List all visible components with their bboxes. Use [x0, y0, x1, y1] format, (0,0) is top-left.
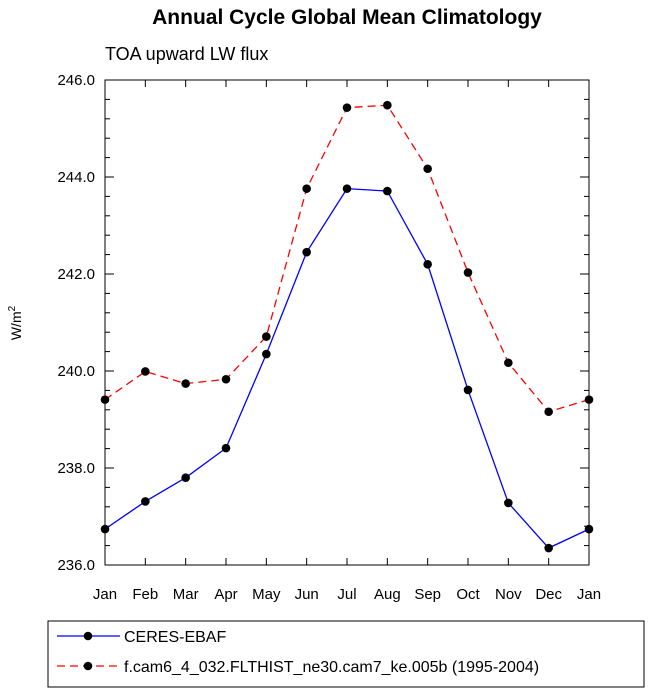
- x-tick-label: Apr: [214, 586, 237, 603]
- series-line: [104, 187, 590, 549]
- series-point: [302, 247, 311, 257]
- x-tick-label: Oct: [456, 586, 480, 603]
- x-tick-label: Dec: [535, 586, 562, 603]
- x-tick-label: Feb: [132, 586, 158, 603]
- legend-entries: CERES-EBAF f.cam6_4_032.FLTHIST_ne30.cam7…: [57, 629, 539, 676]
- series-point: [544, 407, 553, 417]
- series-point: [221, 374, 231, 384]
- series-point: [342, 103, 352, 112]
- series-point: [181, 473, 190, 483]
- x-tick-label: Jan: [93, 586, 117, 603]
- series-layer: [100, 100, 594, 553]
- x-tick-label: Aug: [374, 586, 401, 603]
- legend-label: f.cam6_4_032.FLTHIST_ne30.cam7_ke.005b (…: [124, 659, 539, 676]
- series-point: [141, 497, 150, 506]
- y-tick-label: 236.0: [57, 557, 95, 574]
- x-tick-label: Jan: [577, 586, 601, 603]
- series-line: [104, 104, 590, 413]
- legend-marker: [83, 661, 93, 671]
- x-tick-label: Jul: [337, 586, 356, 603]
- series-point: [544, 543, 553, 553]
- legend-marker: [83, 631, 93, 641]
- series-point: [221, 443, 231, 453]
- series-point: [463, 385, 473, 395]
- legend: CERES-EBAF f.cam6_4_032.FLTHIST_ne30.cam7…: [47, 620, 645, 688]
- x-tick-label: May: [252, 586, 281, 603]
- series-point: [262, 332, 271, 341]
- axis-tick-labels: Jan Feb Mar Apr May Jun Jul Aug Sep Oct Nov Dec Jan 2…: [57, 72, 601, 603]
- series-point: [383, 186, 392, 196]
- y-tick-label: 240.0: [57, 363, 95, 380]
- legend-box: [47, 620, 645, 688]
- series-point: [302, 184, 311, 193]
- series-point: [342, 184, 352, 193]
- series-point: [181, 379, 190, 388]
- y-tick-label: 244.0: [57, 169, 95, 186]
- x-tick-label: Jun: [295, 586, 319, 603]
- series-point: [504, 498, 513, 508]
- series-point: [141, 367, 150, 376]
- legend-label: CERES-EBAF: [124, 629, 226, 646]
- plot-frame: [104, 79, 590, 566]
- axis-ticks: [104, 79, 590, 566]
- x-tick-label: Mar: [173, 586, 199, 603]
- y-axis-label: W/m2: [7, 305, 24, 340]
- y-tick-label: 246.0: [57, 72, 95, 89]
- series-point: [504, 358, 513, 368]
- series-point: [463, 268, 473, 277]
- x-tick-label: Sep: [414, 586, 441, 603]
- chart-title: Annual Cycle Global Mean Climatology: [152, 6, 542, 29]
- y-tick-label: 242.0: [57, 266, 95, 283]
- y-tick-label: 238.0: [57, 460, 95, 477]
- x-tick-label: Nov: [495, 586, 522, 603]
- series-point: [423, 164, 432, 174]
- series-point: [262, 349, 271, 359]
- series-point: [423, 260, 432, 269]
- series-point: [383, 100, 392, 110]
- chart-subtitle: TOA upward LW flux: [105, 44, 268, 64]
